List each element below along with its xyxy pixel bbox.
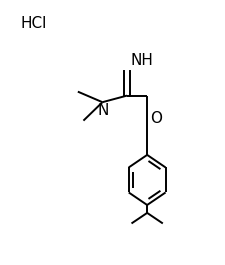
Text: NH: NH [130,53,153,68]
Text: HCl: HCl [21,16,47,30]
Text: N: N [98,103,109,118]
Text: O: O [150,111,162,126]
